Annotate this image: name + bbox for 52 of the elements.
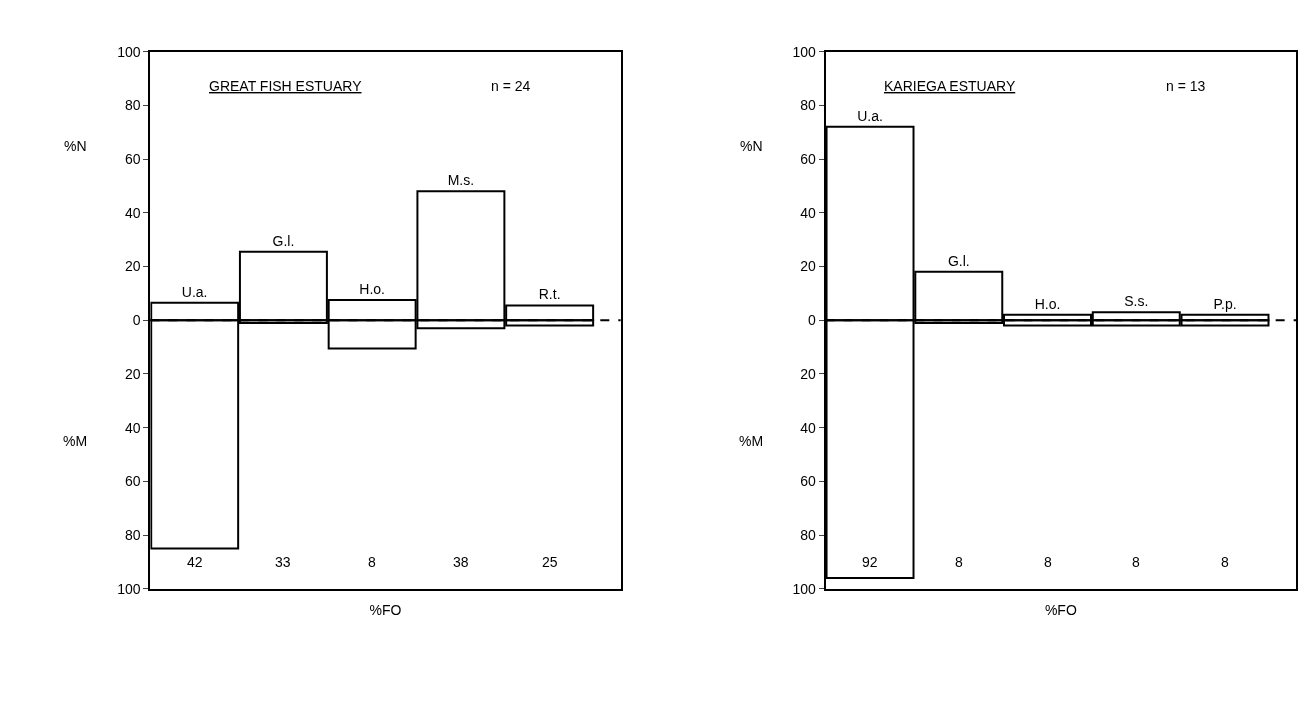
annotation: 8	[1044, 554, 1052, 570]
y-axis-title: %N	[740, 138, 763, 154]
y-tick-label: 20	[800, 258, 817, 275]
annotation: 92	[862, 554, 878, 570]
data-label: U.a.	[857, 107, 883, 124]
y-axis-title: %N	[64, 138, 87, 154]
text: GREAT FISH ESTUARY	[209, 78, 363, 94]
data-label: G.l.	[272, 232, 295, 249]
data-label: S.s.	[1124, 293, 1149, 310]
y-tick-label: 80	[124, 526, 141, 543]
text: n = 13	[1166, 78, 1206, 94]
annotation: 42	[187, 554, 203, 570]
data-label: M.s.	[447, 172, 475, 189]
x-axis-title: %FO	[1044, 601, 1077, 618]
text: %M	[63, 433, 88, 449]
y-tick-label: 20	[124, 258, 141, 275]
y-tick-label: 80	[124, 97, 141, 114]
annotation: 8	[368, 554, 376, 570]
y-tick-label: 40	[800, 419, 817, 436]
data-label: H.o.	[1034, 295, 1061, 312]
y-tick-label: 100	[117, 43, 141, 60]
annotation: 8	[1132, 554, 1140, 570]
y-tick-label: 100	[792, 580, 817, 597]
data-label: P.p.	[1213, 295, 1237, 312]
y-tick-label: 40	[124, 204, 141, 221]
text: n = 24	[491, 78, 531, 94]
y-tick-label: 60	[800, 150, 817, 167]
annotation: 33	[275, 554, 291, 570]
y-tick-label: 0	[808, 312, 817, 329]
y-tick-label: 60	[800, 473, 817, 490]
x-axis-title: %FO	[369, 601, 402, 618]
text: KARIEGA ESTUARY	[884, 78, 1016, 94]
annotation: 25	[542, 554, 558, 570]
y-tick-label: 0	[132, 312, 141, 329]
y-tick-label: 80	[800, 526, 817, 543]
data-label: H.o.	[359, 281, 385, 298]
annotation: 8	[955, 554, 963, 570]
y-tick-label: 40	[124, 419, 141, 436]
y-tick-label: 20	[800, 365, 817, 382]
annotation: 38	[453, 554, 469, 570]
annotation: 8	[1221, 554, 1229, 570]
text: %M	[739, 433, 764, 449]
data-label: G.l.	[947, 252, 970, 269]
y-tick-label: 40	[800, 204, 817, 221]
y-tick-label: 60	[124, 473, 141, 490]
y-tick-label: 100	[792, 43, 817, 60]
data-label: R.t.	[538, 286, 561, 303]
y-tick-label: 80	[800, 97, 817, 114]
y-tick-label: 60	[124, 150, 141, 167]
data-label: U.a.	[181, 283, 208, 300]
y-tick-label: 100	[117, 580, 141, 597]
y-tick-label: 20	[124, 365, 141, 382]
